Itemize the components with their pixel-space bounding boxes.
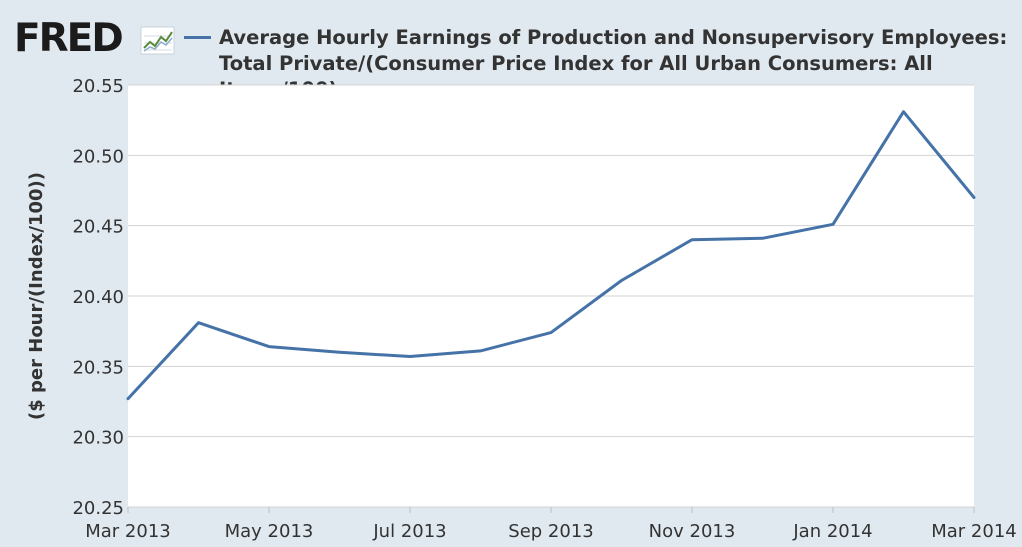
y-tick-label: 20.55 [72,76,124,97]
trend-line-icon [140,26,175,55]
x-tick-label: Jul 2013 [372,521,446,542]
series-line [126,110,976,401]
y-tick-label: 20.25 [72,498,124,519]
x-tick-label: Nov 2013 [649,521,736,542]
fred-logo: FRED [14,16,124,61]
y-axis-title: ($ per Hour/(Index/100)) [26,172,47,420]
y-tick-label: 20.35 [72,357,124,378]
x-tick-label: Mar 2013 [85,521,171,542]
x-tick-label: Mar 2014 [931,521,1017,542]
y-tick-label: 20.45 [72,217,124,238]
legend-swatch [184,36,211,39]
y-tick-label: 20.30 [72,428,124,449]
x-tick-label: Jan 2014 [792,521,872,542]
x-tick-label: Sep 2013 [508,521,593,542]
y-tick-label: 20.50 [72,146,124,167]
x-tick-label: May 2013 [225,521,314,542]
y-tick-label: 20.40 [72,287,124,308]
